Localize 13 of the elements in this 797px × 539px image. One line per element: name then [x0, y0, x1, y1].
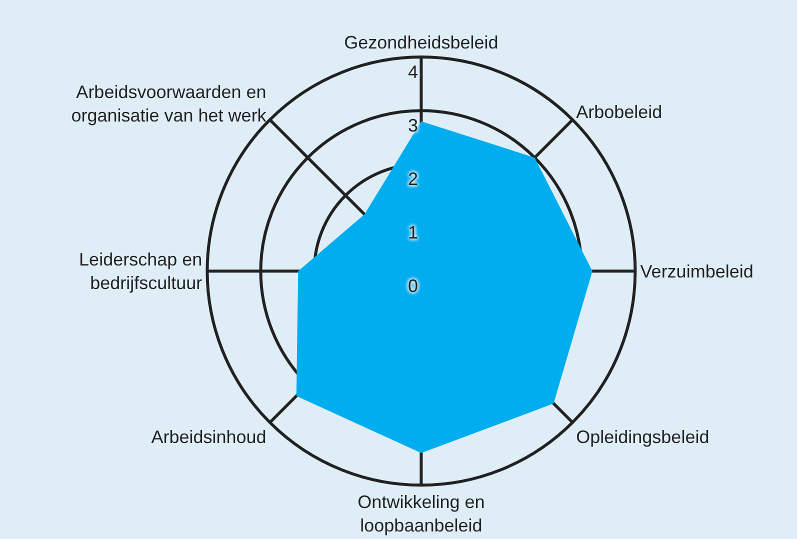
spoke-label: Arbobeleid — [576, 102, 662, 122]
y-tick-label: 2 — [408, 168, 418, 189]
spoke-label: Gezondheidsbeleid — [344, 32, 498, 52]
spoke-label: Arbeidsvoorwaarden en organisatie van het werk — [71, 82, 268, 126]
y-tick-label: 3 — [408, 115, 418, 136]
spoke-label: Arbeidsinhoud — [151, 427, 266, 448]
spoke-label: Verzuimbeleid — [640, 261, 754, 282]
spoke-label: Leiderschap en bedrijfscultuur — [79, 250, 202, 294]
y-tick-label: 0 — [408, 276, 418, 296]
y-tick-label: 1 — [408, 222, 418, 242]
spoke-label: Ontwikkeling en loopbaanbeleid — [358, 492, 485, 536]
y-tick-label: 4 — [408, 62, 418, 82]
spoke-label: Opleidingsbeleid — [576, 427, 710, 448]
